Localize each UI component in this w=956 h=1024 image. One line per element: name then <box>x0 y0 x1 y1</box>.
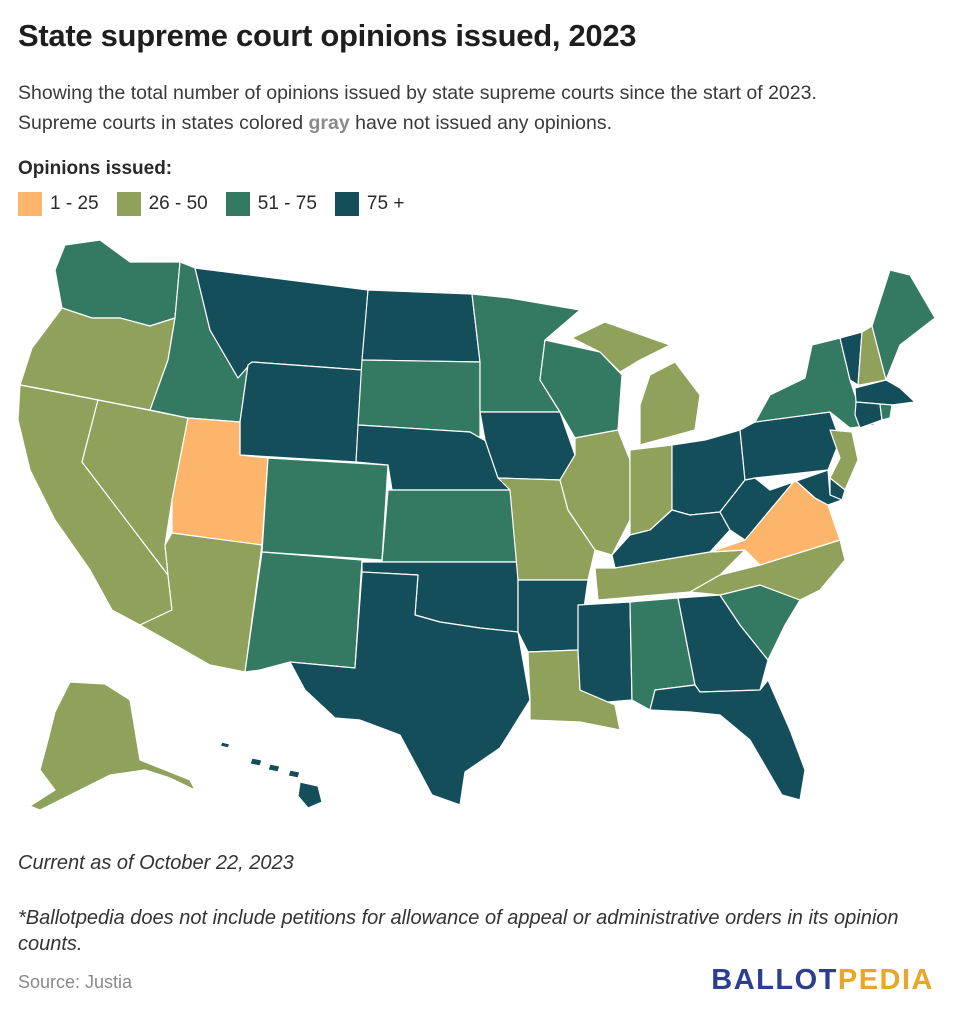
subtitle-gray-word: gray <box>308 112 350 134</box>
state-TN[interactable] <box>594 549 746 601</box>
legend-swatch <box>334 192 359 216</box>
subtitle-line2-post: have not issued any opinions. <box>349 112 613 134</box>
state-AZ[interactable] <box>139 532 263 673</box>
state-IL[interactable] <box>559 429 631 556</box>
footnote: *Ballotpedia does not include petitions … <box>18 907 899 955</box>
source-label: Source: Justia <box>18 972 133 992</box>
logo-part-ballot: BALLOT <box>711 964 838 996</box>
state-NH[interactable] <box>857 325 887 386</box>
ballotpedia-logo: BALLOTPEDIA <box>711 964 934 997</box>
legend-item-1-25: 1 - 25 <box>18 192 99 216</box>
legend-label: 1 - 25 <box>50 193 99 214</box>
state-AK[interactable] <box>29 681 196 811</box>
state-ME[interactable] <box>871 269 936 381</box>
state-RI[interactable] <box>879 403 893 421</box>
state-MS[interactable] <box>577 601 633 703</box>
legend-swatch <box>18 192 42 216</box>
legend-swatch <box>116 192 141 216</box>
state-ND[interactable] <box>361 289 481 363</box>
state-CT[interactable] <box>854 401 883 429</box>
legend-label: 26 - 50 <box>148 193 208 214</box>
legend-item-51-75: 51 - 75 <box>225 192 317 216</box>
state-MD[interactable] <box>769 469 843 506</box>
legend-item-26-50: 26 - 50 <box>116 192 208 216</box>
state-NC[interactable] <box>689 539 846 601</box>
legend-title: Opinions issued: <box>18 158 173 179</box>
state-TX[interactable] <box>289 571 531 806</box>
legend-label: 51 - 75 <box>257 193 317 214</box>
logo-part-pedia: PEDIA <box>837 964 934 996</box>
state-FL[interactable] <box>649 679 806 801</box>
subtitle-line2-pre: Supreme courts in states colored <box>18 112 309 134</box>
legend-swatch <box>225 192 250 216</box>
legend-label: 75 + <box>366 193 405 214</box>
chart-subtitle: Showing the total number of opinions iss… <box>18 78 948 138</box>
state-CO[interactable] <box>261 457 389 561</box>
legend: 1 - 25 26 - 50 51 - 75 75 + <box>18 192 422 216</box>
chart-title: State supreme court opinions issued, 202… <box>18 18 637 53</box>
state-KS[interactable] <box>381 489 519 563</box>
us-states-map <box>17 239 936 811</box>
subtitle-line1: Showing the total number of opinions iss… <box>18 82 817 104</box>
state-MI[interactable] <box>571 321 701 446</box>
state-NM[interactable] <box>244 551 363 673</box>
state-HI[interactable] <box>219 741 323 809</box>
current-as-of: Current as of October 22, 2023 <box>18 852 294 874</box>
state-WY[interactable] <box>239 361 363 463</box>
legend-item-75-plus: 75 + <box>334 192 405 216</box>
